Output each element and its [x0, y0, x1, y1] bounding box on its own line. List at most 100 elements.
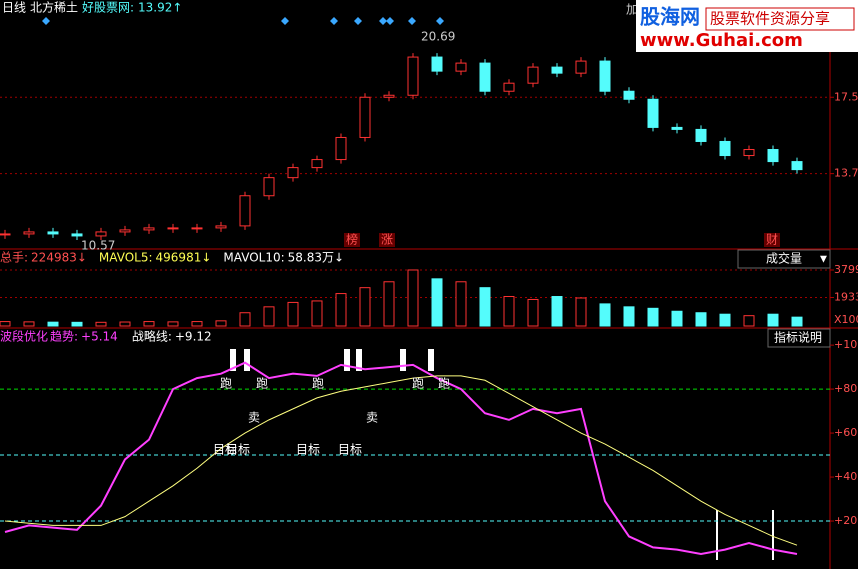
logo-slogan: 股票软件资源分享: [710, 10, 830, 28]
candle: [383, 94, 395, 98]
event-marker: 财: [766, 233, 778, 247]
help-button-label[interactable]: 指标说明: [774, 330, 822, 345]
unit-label: X100: [834, 313, 858, 326]
volume-bar: [743, 315, 755, 327]
site: 好股票网:: [82, 1, 134, 15]
signal-bars: [230, 349, 774, 560]
candle: [527, 66, 539, 84]
volume-bar: [623, 306, 635, 327]
event-markers: [42, 17, 444, 25]
candle: [599, 60, 611, 92]
candle: [311, 159, 323, 169]
volume-bar: [23, 321, 35, 327]
y-tick-label: +80.: [834, 382, 858, 395]
volume-bar: [719, 313, 731, 327]
logo-url: www.Guhai.com: [640, 30, 803, 51]
candle: [671, 126, 683, 130]
volume-bar: [47, 321, 59, 327]
stock-name: 北方稀土: [30, 0, 78, 15]
annotation: 跑: [412, 377, 424, 391]
volume-bar: [527, 298, 539, 327]
volume-bar: [647, 307, 659, 327]
volume-bar: [143, 321, 155, 327]
y-tick-label: +20.: [834, 514, 858, 527]
annotation: 跑: [220, 377, 232, 391]
candle: [767, 149, 779, 163]
annotation: 卖: [248, 411, 260, 425]
event-marker-box: [379, 233, 395, 247]
volume-bar: [695, 312, 707, 327]
candle: [23, 231, 35, 235]
candle: [191, 227, 203, 230]
candle: [47, 231, 59, 235]
logo-box: [636, 0, 858, 52]
candle: [287, 167, 299, 179]
help-button[interactable]: [767, 328, 831, 348]
candle: [359, 96, 371, 138]
volume-bar: [287, 301, 299, 327]
candle: [695, 128, 707, 142]
legend-value: +9.12: [175, 330, 212, 344]
volume-button[interactable]: [737, 249, 831, 269]
candle: [71, 233, 83, 237]
candle: [575, 60, 587, 74]
candle: [407, 56, 419, 96]
volume-bar: [0, 321, 11, 327]
y-tick-label: +60.: [834, 426, 858, 439]
volume-bar: [599, 303, 611, 327]
indicator-title: 波段优化: [0, 329, 48, 344]
volume-button-label[interactable]: 成交量: [766, 251, 802, 266]
candle: [647, 98, 659, 128]
annotation: 卖: [366, 411, 378, 425]
candle: [263, 177, 275, 197]
candle: [455, 62, 467, 72]
volume-bar: [575, 297, 587, 327]
volume-bar: [263, 306, 275, 327]
candle: [239, 195, 251, 227]
y-tick-label: 13.7: [834, 167, 858, 180]
event-marker: 涨: [381, 232, 393, 247]
event-marker-box: [344, 233, 360, 247]
candle: [623, 90, 635, 100]
volume-bar: [431, 278, 443, 327]
candle: [335, 136, 347, 161]
volume-bar: [479, 287, 491, 327]
volume-bar: [71, 321, 83, 327]
legend-name: 总手:: [0, 251, 28, 265]
legend-value: +5.14: [81, 330, 118, 344]
candle: [167, 227, 179, 230]
volume-bar: [95, 321, 107, 327]
y-tick-label: 3799: [834, 263, 858, 276]
low-label: 10.57: [81, 238, 115, 252]
volume-bar: [167, 321, 179, 327]
y-tick-label: 17.5: [834, 90, 858, 103]
annotation: 目标: [213, 443, 237, 457]
y-tick-label: +40.: [834, 470, 858, 483]
volume-bar: [119, 321, 131, 327]
candle: [143, 227, 155, 231]
volume-bar: [455, 281, 467, 327]
volume-bar: [359, 287, 371, 327]
candle: [719, 140, 731, 157]
volume-bar: [383, 281, 395, 327]
legend-name: MAVOL10:: [223, 251, 284, 265]
legend-value: 224983↓: [31, 251, 87, 265]
series-line: [4, 375, 798, 546]
legend-value: 58.83万↓: [288, 251, 344, 265]
legend-name: MAVOL5:: [99, 251, 153, 265]
annotation: 目标: [226, 443, 250, 457]
candle: [431, 56, 443, 72]
volume-bar: [503, 296, 515, 327]
volume-bar: [767, 313, 779, 327]
candle: [503, 82, 515, 92]
dropdown-arrow[interactable]: ▼: [820, 255, 827, 265]
candle: [551, 66, 563, 74]
price: 13.92↑: [138, 1, 182, 15]
logo-frame: [705, 7, 855, 31]
candle: [743, 149, 755, 157]
volume-bar: [191, 321, 203, 327]
volume-bar: [311, 300, 323, 327]
